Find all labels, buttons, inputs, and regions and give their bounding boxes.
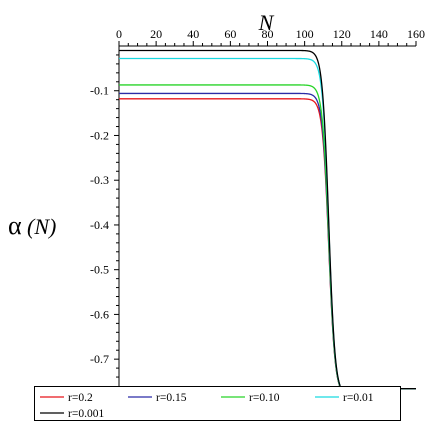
- x-tick-label: 40: [187, 27, 199, 41]
- legend-label: r=0.01: [343, 392, 374, 404]
- legend-box: [34, 386, 401, 421]
- y-tick-label: -0.4: [90, 218, 109, 232]
- y-axis-title-variable: N: [33, 214, 50, 239]
- y-tick-label: -0.1: [90, 84, 109, 98]
- y-tick-label: -0.2: [90, 128, 109, 142]
- x-tick-label: 20: [150, 27, 162, 41]
- legend-label: r=0.2: [68, 392, 93, 404]
- y-axis-title-argument: (N): [27, 214, 56, 239]
- series-line: [119, 98, 416, 390]
- x-tick-label: 0: [116, 27, 122, 41]
- series-line: [119, 92, 416, 390]
- y-tick-label: -0.7: [90, 352, 109, 366]
- x-tick-label: 80: [262, 27, 274, 41]
- series-line: [119, 57, 416, 390]
- x-tick-label: 120: [333, 27, 351, 41]
- legend: r=0.2 r=0.15 r=0.10 r=0.01 r=0.001: [34, 386, 401, 421]
- y-axis-title-symbol: α: [8, 211, 22, 240]
- x-tick-label: 60: [224, 27, 236, 41]
- y-tick-label: -0.5: [90, 263, 109, 277]
- y-tick-label: -0.6: [90, 307, 109, 321]
- series-line: [119, 49, 416, 390]
- y-tick-label: -0.3: [90, 173, 109, 187]
- y-axis-title: α (N): [8, 211, 56, 240]
- y-axis: -0.1 -0.2 -0.3 -0.4 -0.5 -0.6 -0.7: [90, 46, 120, 386]
- legend-label: r=0.10: [249, 392, 280, 404]
- x-tick-label: 100: [296, 27, 314, 41]
- x-axis: 0 20 40 60 80 100 120 140 160: [116, 27, 425, 47]
- x-axis-title: N: [258, 10, 275, 35]
- x-tick-label: 140: [370, 27, 388, 41]
- legend-label: r=0.001: [68, 408, 104, 420]
- x-tick-label: 160: [407, 27, 425, 41]
- legend-label: r=0.15: [156, 392, 187, 404]
- series-layer: [119, 49, 416, 390]
- series-line: [119, 84, 416, 390]
